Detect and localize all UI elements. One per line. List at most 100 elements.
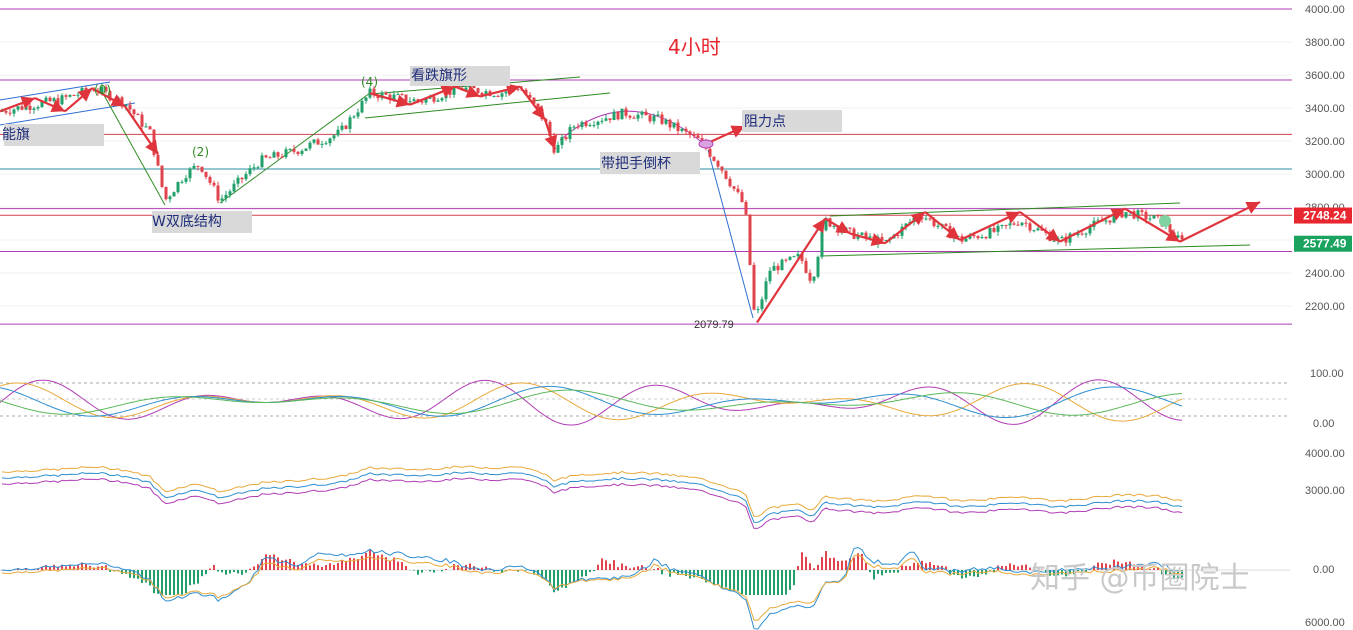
oscillator-line-3	[0, 389, 1183, 416]
macd-bar	[657, 567, 659, 570]
candle	[640, 111, 644, 115]
watermark: 知乎 @币圈院士	[1030, 561, 1250, 596]
macd-bar	[469, 563, 471, 570]
macd-bar	[41, 566, 43, 570]
macd-bar	[193, 570, 195, 585]
price-tick-3400.00: 3400.00	[1305, 103, 1345, 115]
macd-bar	[557, 570, 559, 591]
candle	[764, 281, 768, 300]
bear-flag-left-label: 能旗	[2, 127, 30, 143]
macd-bar	[577, 570, 579, 581]
macd-bar	[821, 557, 823, 570]
candle	[648, 115, 652, 122]
macd-bar	[317, 565, 319, 570]
candle	[128, 104, 132, 110]
candle	[392, 94, 396, 100]
macd-bar	[349, 557, 351, 570]
cup-handle-box	[600, 152, 700, 174]
candle	[156, 154, 160, 166]
macd-bar	[77, 564, 79, 570]
candle	[904, 223, 908, 227]
candle	[168, 196, 172, 200]
candle	[1020, 222, 1024, 226]
candle	[708, 148, 712, 157]
macd-bar	[525, 570, 527, 571]
candle	[448, 91, 452, 95]
macd-tick-6000: 6000.00	[1305, 617, 1345, 629]
candle	[816, 256, 820, 277]
candle	[580, 121, 584, 128]
candle	[896, 234, 900, 236]
macd-bar	[389, 560, 391, 570]
candle	[364, 97, 368, 101]
candle	[856, 234, 860, 239]
price-tick-3200.00: 3200.00	[1305, 136, 1345, 148]
macd-bar	[1093, 565, 1095, 570]
macd-bar	[721, 570, 723, 588]
macd-bar	[393, 557, 395, 570]
macd-bar	[401, 562, 403, 570]
swing-arrow	[543, 119, 558, 150]
candle	[712, 156, 716, 161]
candle	[484, 91, 488, 96]
candle	[372, 88, 376, 96]
macd-bar	[945, 566, 947, 570]
macd-bar	[181, 570, 183, 595]
macd-bar	[189, 570, 191, 586]
macd-bar	[93, 567, 95, 570]
macd-bar	[765, 570, 767, 595]
macd-bar	[445, 568, 447, 570]
w-left-leg	[99, 87, 166, 206]
price-tick-2400.00: 2400.00	[1305, 268, 1345, 280]
macd-bar	[517, 570, 519, 572]
drop-line	[707, 149, 754, 319]
macd-bar	[541, 570, 543, 579]
macd-bar	[613, 560, 615, 570]
candle	[148, 126, 152, 130]
price-badge-1	[1294, 235, 1352, 252]
macd-bar	[829, 557, 831, 570]
macd-bar	[1065, 570, 1067, 577]
ma-lower	[1, 477, 1183, 529]
macd-bar	[1121, 563, 1123, 570]
candle	[804, 260, 808, 273]
macd-bar	[749, 570, 751, 595]
candle	[440, 98, 444, 101]
candle	[40, 101, 44, 108]
candle	[304, 148, 308, 151]
macd-bar	[1017, 566, 1019, 570]
macd-bar	[1021, 565, 1023, 570]
macd-bar	[25, 568, 27, 570]
candle	[36, 107, 40, 109]
macd-bar	[265, 554, 267, 570]
macd-bar	[805, 556, 807, 570]
candle	[784, 259, 788, 261]
macd-bar	[161, 570, 163, 595]
macd-bar	[345, 560, 347, 570]
candle	[160, 165, 164, 187]
macd-bar	[429, 570, 431, 572]
macd-bar	[485, 566, 487, 570]
macd-bar	[197, 570, 199, 584]
macd-bar	[233, 570, 235, 572]
osc-tick-0: 0.00	[1313, 418, 1334, 430]
macd-bar	[365, 552, 367, 570]
macd-bar	[85, 564, 87, 570]
macd-bar	[153, 570, 155, 594]
price-tick-2200.00: 2200.00	[1305, 301, 1345, 313]
macd-bar	[53, 564, 55, 570]
candle	[52, 98, 56, 102]
candle	[972, 234, 976, 237]
macd-bar	[857, 553, 859, 570]
macd-bar	[621, 563, 623, 570]
macd-bar	[225, 570, 227, 575]
swing-arrow	[91, 87, 126, 108]
candle	[724, 170, 728, 179]
candle	[312, 139, 316, 143]
candle	[260, 155, 264, 168]
candle	[8, 112, 12, 114]
candle	[996, 225, 1000, 232]
candle	[644, 111, 648, 116]
macd-bar	[1097, 562, 1099, 570]
